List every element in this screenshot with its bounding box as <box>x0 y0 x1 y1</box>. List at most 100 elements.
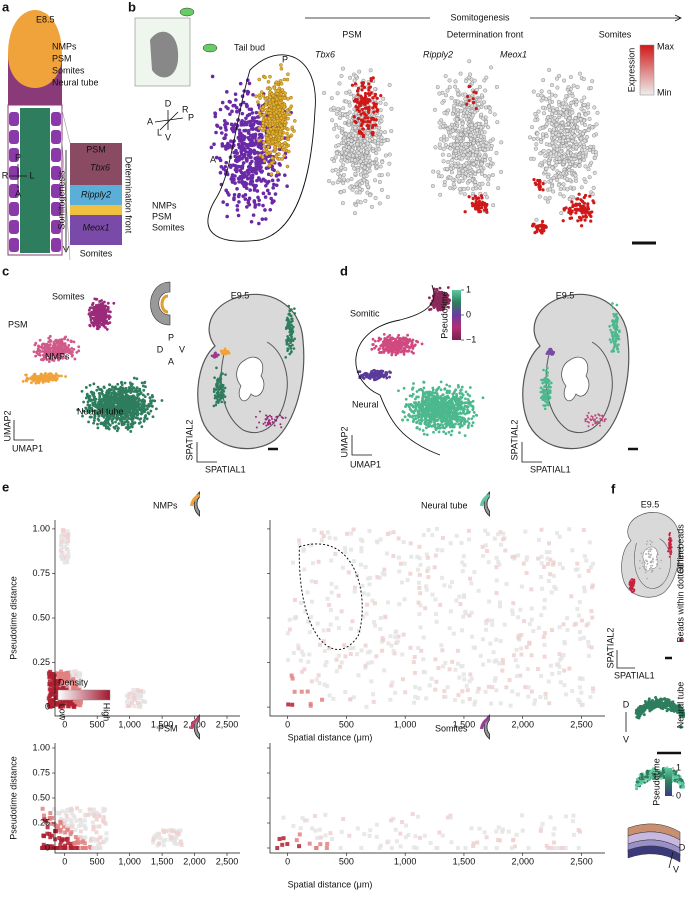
cell-dot <box>531 156 536 161</box>
cell-dot <box>367 193 372 198</box>
cell-dot <box>337 111 342 116</box>
cell-dot <box>89 390 93 394</box>
cell-dot <box>353 82 358 86</box>
cell-dot <box>225 172 230 177</box>
cell-dot <box>279 414 282 417</box>
cell-dot <box>270 178 275 183</box>
cell-dot <box>589 219 593 223</box>
cell-dot <box>119 388 123 392</box>
cell-dot <box>249 134 254 139</box>
cell-dot <box>282 96 287 100</box>
cell-dot <box>359 123 363 128</box>
cell-dot <box>479 112 484 117</box>
cell-dot <box>442 183 447 188</box>
cell-dot <box>126 423 130 427</box>
cell-dot <box>289 347 293 350</box>
cell-dot <box>89 316 93 319</box>
cell-dot <box>547 118 552 123</box>
cell-dot <box>72 340 76 344</box>
cell-dot <box>350 163 355 168</box>
cell-dot <box>540 223 544 227</box>
cell-dot <box>139 412 143 416</box>
cell-dot <box>250 159 254 164</box>
cell-dot <box>32 376 36 380</box>
cell-dot <box>556 132 561 137</box>
label: A <box>210 154 216 164</box>
cell-dot <box>212 354 216 357</box>
cell-dot <box>553 93 558 98</box>
cell-dot <box>571 129 576 134</box>
somite <box>51 220 61 234</box>
cell-dot <box>564 123 569 128</box>
cell-dot <box>220 400 224 404</box>
somite <box>51 238 61 252</box>
cell-dot <box>89 318 93 322</box>
cell-dot <box>254 141 259 146</box>
cell-dot <box>288 352 292 356</box>
cell-dot <box>484 119 489 124</box>
cell-dot <box>241 194 245 199</box>
cell-dot <box>134 407 138 410</box>
cell-dot <box>254 159 259 163</box>
cell-dot <box>261 113 266 117</box>
cell-dot <box>527 135 532 140</box>
cell-dot <box>562 144 567 149</box>
cell-dot <box>258 410 261 413</box>
cell-dot <box>263 116 268 120</box>
cell-dot <box>286 127 290 132</box>
cell-dot <box>536 93 541 98</box>
cell-dot <box>455 88 460 93</box>
cell-dot <box>533 111 538 116</box>
cell-dot <box>241 100 246 105</box>
cell-dot <box>130 415 134 419</box>
cell-dot <box>286 347 289 350</box>
cell-dot <box>274 154 279 159</box>
cell-dot <box>286 149 291 154</box>
cell-dot <box>491 203 496 208</box>
cell-dot <box>21 379 25 383</box>
cell-dot <box>290 335 293 339</box>
neural-tube <box>20 108 50 253</box>
cell-dot <box>257 202 261 207</box>
cell-dot <box>236 213 241 218</box>
cell-dot <box>376 147 381 152</box>
cell-dot <box>224 105 228 109</box>
cell-dot <box>220 392 224 396</box>
cell-dot <box>257 77 262 82</box>
label: Min <box>657 87 672 97</box>
cell-dot <box>142 388 146 392</box>
cell-dot <box>245 89 250 94</box>
cell-dot <box>569 100 574 105</box>
cell-dot <box>108 383 112 387</box>
cell-dot <box>89 399 92 403</box>
cell-dot <box>447 133 452 138</box>
cell-dot <box>547 104 552 109</box>
cell-dot <box>354 203 359 208</box>
cell-dot <box>237 192 241 197</box>
cell-dot <box>353 171 358 176</box>
cell-dot <box>248 188 252 192</box>
cell-dot <box>278 132 282 137</box>
cell-dot <box>579 198 583 202</box>
cell-dot <box>565 187 570 192</box>
label: Meox1 <box>82 222 109 232</box>
cell-dot <box>581 158 586 163</box>
cell-dot <box>555 85 560 90</box>
cell-dot <box>143 380 147 384</box>
cell-dot <box>535 131 540 136</box>
label: NMPs <box>52 41 77 51</box>
cell-dot <box>277 108 282 112</box>
cell-dot <box>582 201 586 205</box>
cell-dot <box>437 120 442 125</box>
cell-dot <box>220 100 225 105</box>
cell-dot <box>591 185 596 190</box>
cell-dot <box>447 78 452 83</box>
cell-dot <box>217 156 222 161</box>
cell-dot <box>246 128 251 133</box>
cell-dot <box>360 88 364 92</box>
cell-dot <box>217 401 220 404</box>
cell-dot <box>77 345 81 349</box>
cell-dot <box>95 313 99 317</box>
cell-dot <box>216 385 219 389</box>
label: L <box>29 170 34 180</box>
